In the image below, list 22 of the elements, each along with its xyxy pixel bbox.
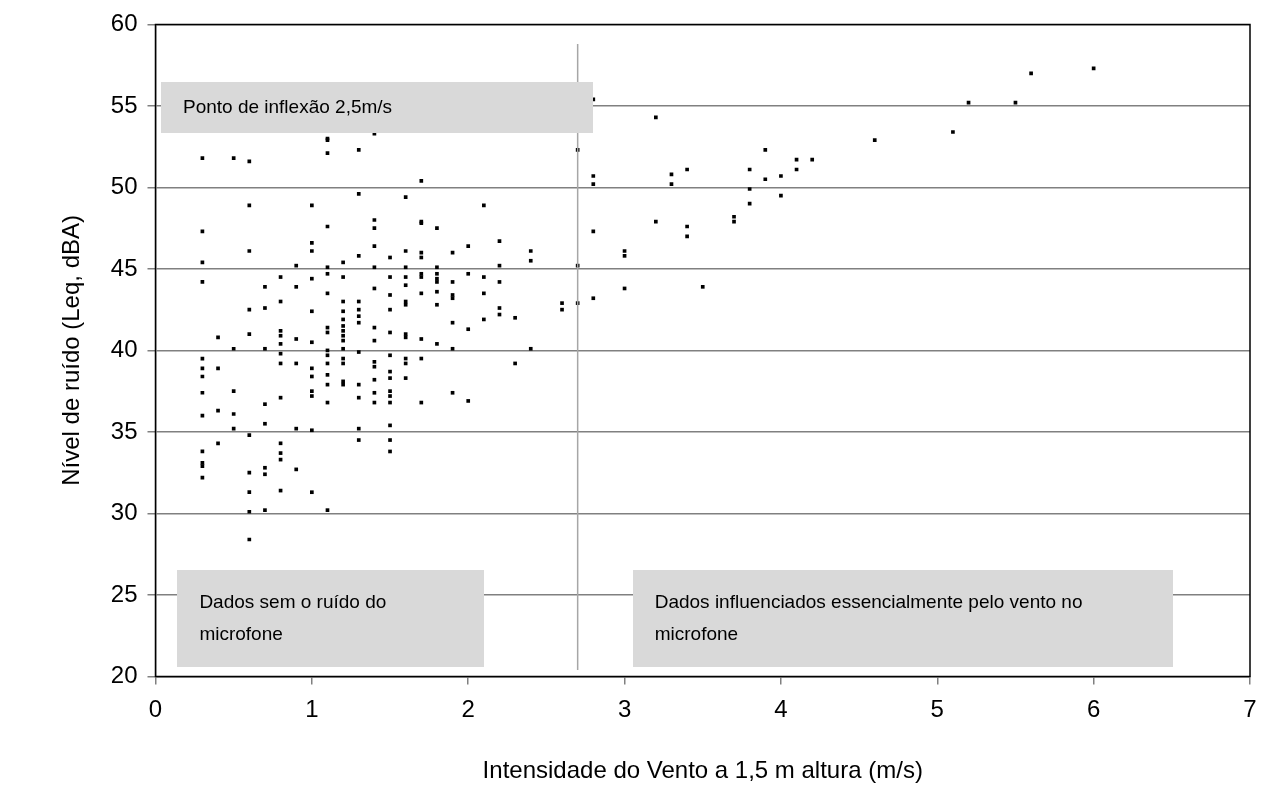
x-tick-label: 3 <box>617 695 632 723</box>
x-tick-label: 5 <box>930 695 944 723</box>
y-tick-label: 35 <box>110 416 138 444</box>
note-box: Dados sem o ruído do microfone <box>177 570 484 667</box>
note-box: Dados influenciados essencialmente pelo vento no microfone <box>632 570 1174 667</box>
x-tick-label: 1 <box>305 695 319 723</box>
y-tick-label: 20 <box>110 661 138 689</box>
x-tick-label: 6 <box>1086 695 1101 723</box>
y-tick-label: 50 <box>110 172 138 200</box>
x-tick-label: 0 <box>148 695 163 723</box>
y-tick-label: 60 <box>110 9 138 37</box>
x-axis-title: Intensidade do Vento a 1,5 m altura (m/s) <box>482 756 923 784</box>
y-tick-label: 25 <box>110 579 138 607</box>
y-tick-label: 40 <box>110 335 138 363</box>
y-tick-label: 30 <box>110 498 138 526</box>
x-tick-label: 7 <box>1243 695 1257 723</box>
x-tick-label: 2 <box>461 695 475 723</box>
note-box: Ponto de inflexão 2,5m/s <box>160 81 594 133</box>
x-tick-label: 4 <box>774 695 788 723</box>
y-axis-title: Nível de ruído (Leq, dBA) <box>57 214 85 486</box>
y-tick-label: 55 <box>110 90 138 118</box>
y-tick-label: 45 <box>110 253 138 281</box>
